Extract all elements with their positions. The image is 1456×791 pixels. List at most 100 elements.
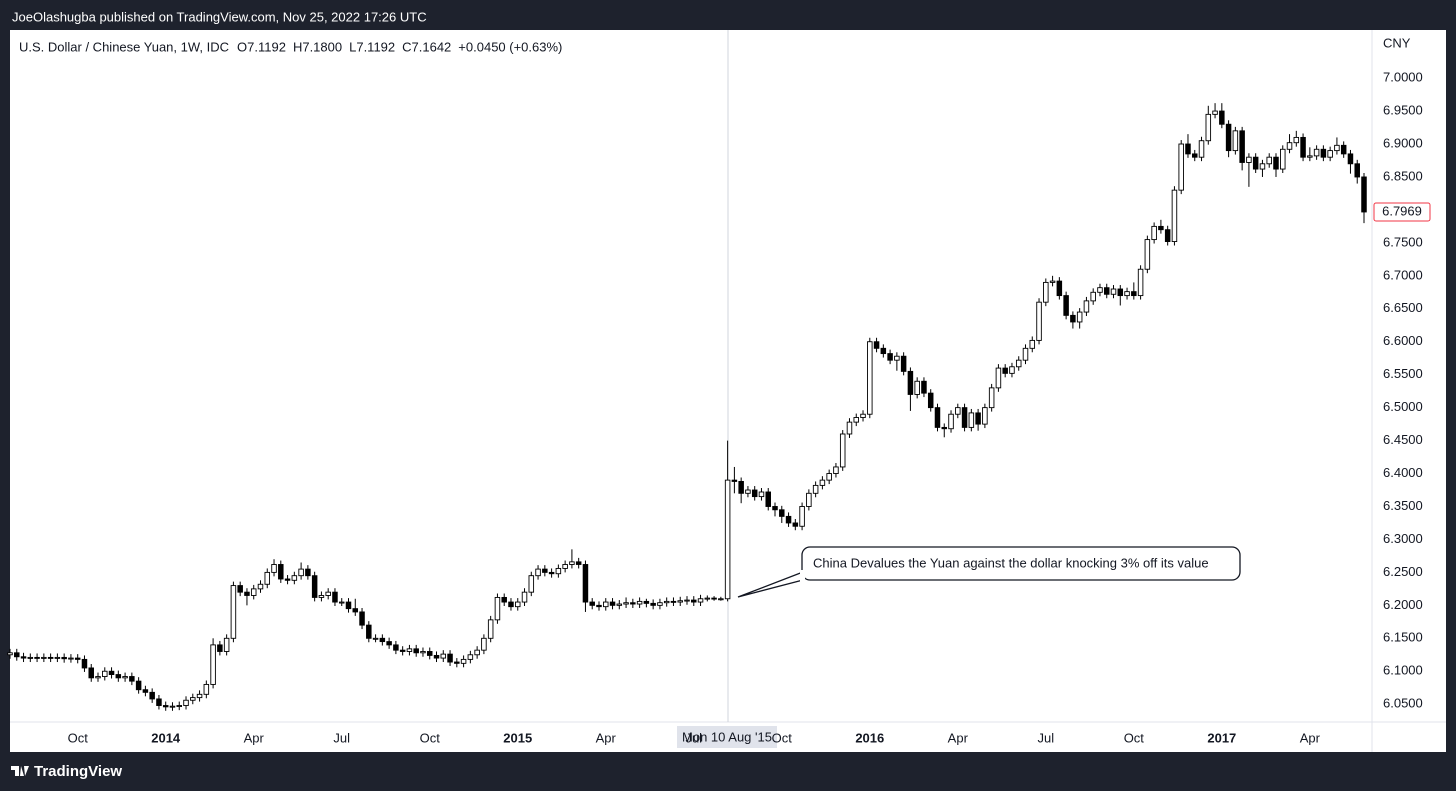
candle-body bbox=[142, 689, 149, 693]
candle-body bbox=[535, 568, 541, 577]
candle-body bbox=[1246, 156, 1252, 163]
annotation-pointer bbox=[737, 571, 804, 598]
candle-body bbox=[440, 653, 447, 659]
candle-body bbox=[860, 413, 866, 418]
candle-body bbox=[630, 602, 636, 605]
candle-body bbox=[460, 658, 467, 664]
y-axis-label: CNY bbox=[1383, 35, 1411, 50]
candle-body bbox=[68, 657, 74, 660]
candle-body bbox=[799, 506, 805, 527]
candle-body bbox=[812, 484, 819, 494]
candle-body bbox=[190, 697, 196, 701]
candle-body bbox=[718, 598, 724, 601]
candle-body bbox=[467, 654, 474, 660]
candle-body bbox=[156, 698, 162, 706]
candle-body bbox=[839, 433, 846, 468]
annotation-text: China Devalues the Yuan against the doll… bbox=[813, 555, 1209, 570]
candle-body bbox=[745, 489, 751, 494]
y-tick-label: 6.4500 bbox=[1383, 432, 1423, 447]
x-tick-label: 2017 bbox=[1207, 730, 1236, 745]
candle-body bbox=[264, 571, 271, 585]
candle-body bbox=[108, 670, 115, 675]
x-tick-label: Apr bbox=[596, 730, 617, 745]
candle-body bbox=[542, 568, 548, 573]
candle-body bbox=[88, 667, 94, 679]
candle-body bbox=[1252, 156, 1259, 170]
candle-body bbox=[1280, 148, 1286, 170]
candle-body bbox=[724, 479, 731, 600]
candle-body bbox=[1286, 142, 1293, 150]
candle-body bbox=[1354, 163, 1360, 178]
candle-body bbox=[900, 355, 907, 372]
candle-body bbox=[311, 575, 318, 598]
candle-body bbox=[1076, 311, 1083, 323]
candle-body bbox=[1185, 143, 1191, 155]
candle-body bbox=[501, 596, 507, 603]
candle-body bbox=[975, 412, 981, 425]
candle-body bbox=[203, 683, 210, 695]
candle-body bbox=[74, 657, 81, 660]
last-price-box bbox=[1373, 202, 1431, 222]
candle-body bbox=[684, 599, 690, 602]
candle-body bbox=[237, 585, 243, 593]
candle-body bbox=[278, 564, 284, 580]
candle-body bbox=[846, 421, 853, 435]
candle-body bbox=[738, 480, 744, 494]
candle-body bbox=[318, 595, 325, 598]
ohlc-value: C7.1642 bbox=[402, 39, 451, 54]
candle-body bbox=[961, 407, 968, 428]
candle-body bbox=[894, 355, 900, 361]
candle-body bbox=[230, 585, 237, 639]
candle-body bbox=[41, 656, 47, 659]
annotation-box bbox=[801, 546, 1241, 581]
candle-body bbox=[1205, 113, 1212, 142]
chart-title: U.S. Dollar / Chinese Yuan, 1W, IDC bbox=[19, 39, 229, 54]
candle-body bbox=[1273, 156, 1279, 170]
candle-body bbox=[1070, 314, 1076, 323]
candle-body bbox=[880, 347, 887, 355]
candle-body bbox=[670, 600, 677, 603]
candle-body bbox=[487, 619, 494, 639]
candle-body bbox=[873, 341, 880, 349]
candle-body bbox=[81, 658, 88, 669]
candle-body bbox=[284, 578, 291, 581]
candle-body bbox=[426, 651, 433, 656]
candle-body bbox=[1124, 291, 1130, 297]
y-tick-label: 6.6000 bbox=[1383, 333, 1423, 348]
candle-body bbox=[1049, 280, 1056, 283]
candle-body bbox=[515, 601, 521, 608]
y-tick-label: 6.5000 bbox=[1383, 399, 1423, 414]
candle-body bbox=[1347, 153, 1354, 165]
candle-body bbox=[217, 644, 223, 652]
x-tick-label: Oct bbox=[420, 730, 441, 745]
candle-body bbox=[582, 564, 589, 603]
candle-body bbox=[1266, 156, 1272, 165]
candle-body bbox=[366, 624, 372, 639]
x-tick-label: Apr bbox=[244, 730, 265, 745]
candle-body bbox=[819, 479, 826, 486]
y-tick-label: 6.9500 bbox=[1383, 103, 1423, 118]
candle-body bbox=[704, 597, 711, 600]
candle-body bbox=[359, 611, 365, 626]
ohlc-value: +0.0450 (+0.63%) bbox=[458, 39, 562, 54]
candle-body bbox=[1219, 110, 1225, 125]
candle-body bbox=[941, 426, 948, 430]
candle-body bbox=[921, 380, 927, 394]
candle-body bbox=[508, 601, 514, 608]
candle-body bbox=[697, 598, 704, 603]
candle-body bbox=[325, 591, 331, 596]
crosshair-label: Mon 10 Aug '15 bbox=[682, 729, 772, 744]
candle-body bbox=[589, 601, 595, 606]
candle-body bbox=[1117, 288, 1124, 297]
candle-body bbox=[271, 564, 277, 573]
plot bbox=[7, 103, 1367, 711]
candle-body bbox=[345, 601, 352, 610]
ohlc-value: L7.1192 bbox=[349, 39, 395, 54]
candle-body bbox=[20, 656, 27, 659]
candle-body bbox=[887, 353, 893, 361]
candle-body bbox=[406, 648, 413, 652]
candle-body bbox=[352, 608, 359, 613]
candle-body bbox=[731, 479, 738, 482]
candle-body bbox=[1097, 287, 1103, 293]
